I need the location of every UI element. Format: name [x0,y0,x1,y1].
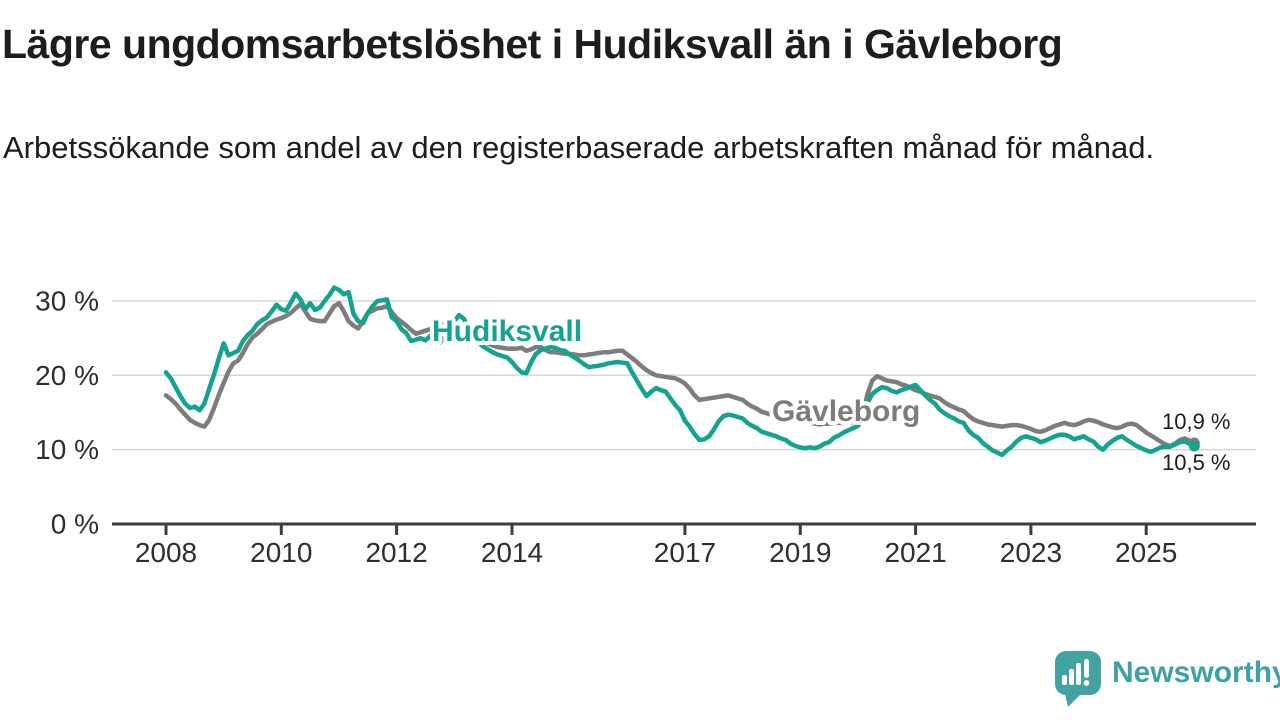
page-subtitle: Arbetssökande som andel av den registerb… [3,130,1155,165]
x-axis-label: 2010 [250,537,312,568]
x-axis-label: 2014 [481,537,543,568]
x-axis-label: 2008 [135,537,197,568]
newsworthy-icon [1055,651,1101,707]
x-axis-label: 2025 [1115,537,1177,568]
y-axis-label: 20 % [35,360,99,391]
series-end-value-hudiksvall: 10,5 % [1162,450,1231,475]
page-title: Lägre ungdomsarbetslöshet i Hudiksvall ä… [2,21,1063,67]
series-line-gavleborg [163,300,1197,449]
x-axis-label: 2017 [654,537,716,568]
series-label-gavleborg: Gävleborg [772,395,920,428]
series-label-hudiksvall: Hudiksvall [432,315,582,348]
y-axis-label: 0 % [51,509,99,540]
newsworthy-wordmark: Newsworthy [1112,656,1280,689]
series-line-hudiksvall [163,285,1197,458]
x-axis-label: 2021 [884,537,946,568]
series-end-dot-hudiksvall [1188,440,1200,452]
x-axis-label: 2019 [769,537,831,568]
newsworthy-logo: Newsworthy [1054,650,1280,708]
y-axis-label: 10 % [35,434,99,465]
x-axis-label: 2012 [365,537,427,568]
series-end-value-gavleborg: 10,9 % [1162,409,1231,434]
y-axis-label: 30 % [35,286,99,317]
x-axis-label: 2023 [1000,537,1062,568]
